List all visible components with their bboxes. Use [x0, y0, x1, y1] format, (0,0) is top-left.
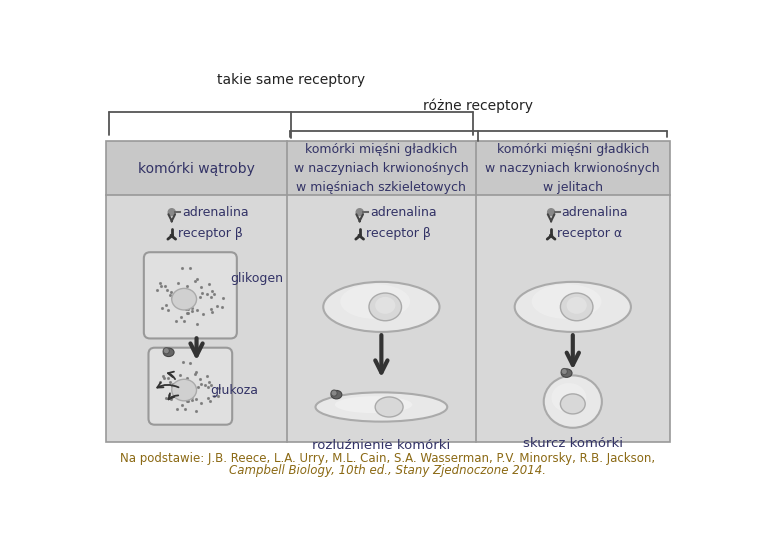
- FancyBboxPatch shape: [144, 252, 237, 339]
- Text: glukoza: glukoza: [210, 384, 258, 396]
- Text: glikogen: glikogen: [231, 272, 284, 285]
- Text: adrenalina: adrenalina: [561, 206, 628, 219]
- Text: rozluźnienie komórki: rozluźnienie komórki: [312, 439, 450, 452]
- Text: skurcz komórki: skurcz komórki: [523, 438, 623, 450]
- Bar: [106, 141, 670, 441]
- Ellipse shape: [164, 348, 174, 356]
- Ellipse shape: [172, 288, 197, 310]
- Ellipse shape: [341, 284, 410, 319]
- Circle shape: [547, 209, 555, 216]
- Bar: [287, 195, 476, 441]
- Ellipse shape: [323, 282, 440, 332]
- Ellipse shape: [316, 393, 447, 422]
- Ellipse shape: [560, 293, 593, 321]
- Text: komórki mięśni gładkich
w naczyniach krwionośnych
w mięśniach szkieletowych: komórki mięśni gładkich w naczyniach krw…: [294, 143, 469, 194]
- Text: receptor β: receptor β: [366, 227, 431, 240]
- Circle shape: [331, 390, 337, 396]
- Text: komórki wątroby: komórki wątroby: [138, 161, 255, 176]
- Ellipse shape: [552, 383, 587, 412]
- Circle shape: [561, 368, 568, 374]
- Text: Na podstawie: J.B. Reece, L.A. Urry, M.L. Cain, S.A. Wasserman, P.V. Minorsky, R: Na podstawie: J.B. Reece, L.A. Urry, M.L…: [120, 452, 655, 465]
- Ellipse shape: [561, 369, 572, 377]
- Text: komórki mięśni gładkich
w naczyniach krwionośnych
w jelitach: komórki mięśni gładkich w naczyniach krw…: [485, 143, 660, 194]
- Circle shape: [357, 209, 363, 216]
- Bar: [106, 195, 287, 441]
- Circle shape: [168, 209, 175, 216]
- Ellipse shape: [515, 282, 631, 332]
- Ellipse shape: [566, 297, 587, 314]
- Text: różne receptory: różne receptory: [423, 99, 533, 113]
- Ellipse shape: [375, 397, 403, 417]
- Circle shape: [164, 348, 170, 354]
- Ellipse shape: [172, 379, 197, 401]
- Text: receptor β: receptor β: [178, 227, 243, 240]
- Bar: [106, 141, 287, 195]
- Text: receptor α: receptor α: [557, 227, 622, 240]
- Bar: [287, 141, 476, 195]
- Ellipse shape: [560, 394, 585, 414]
- Text: takie same receptory: takie same receptory: [217, 72, 365, 87]
- Ellipse shape: [331, 390, 342, 399]
- Bar: [476, 141, 670, 195]
- Ellipse shape: [369, 293, 401, 321]
- Ellipse shape: [544, 376, 602, 428]
- Text: adrenalina: adrenalina: [369, 206, 436, 219]
- FancyBboxPatch shape: [148, 348, 232, 425]
- Ellipse shape: [531, 284, 602, 319]
- Ellipse shape: [375, 297, 395, 314]
- Ellipse shape: [335, 396, 413, 413]
- Bar: [476, 195, 670, 441]
- Text: Campbell Biology, 10th ed., Stany Zjednoczone 2014.: Campbell Biology, 10th ed., Stany Zjedno…: [229, 463, 546, 477]
- Text: adrenalina: adrenalina: [182, 206, 248, 219]
